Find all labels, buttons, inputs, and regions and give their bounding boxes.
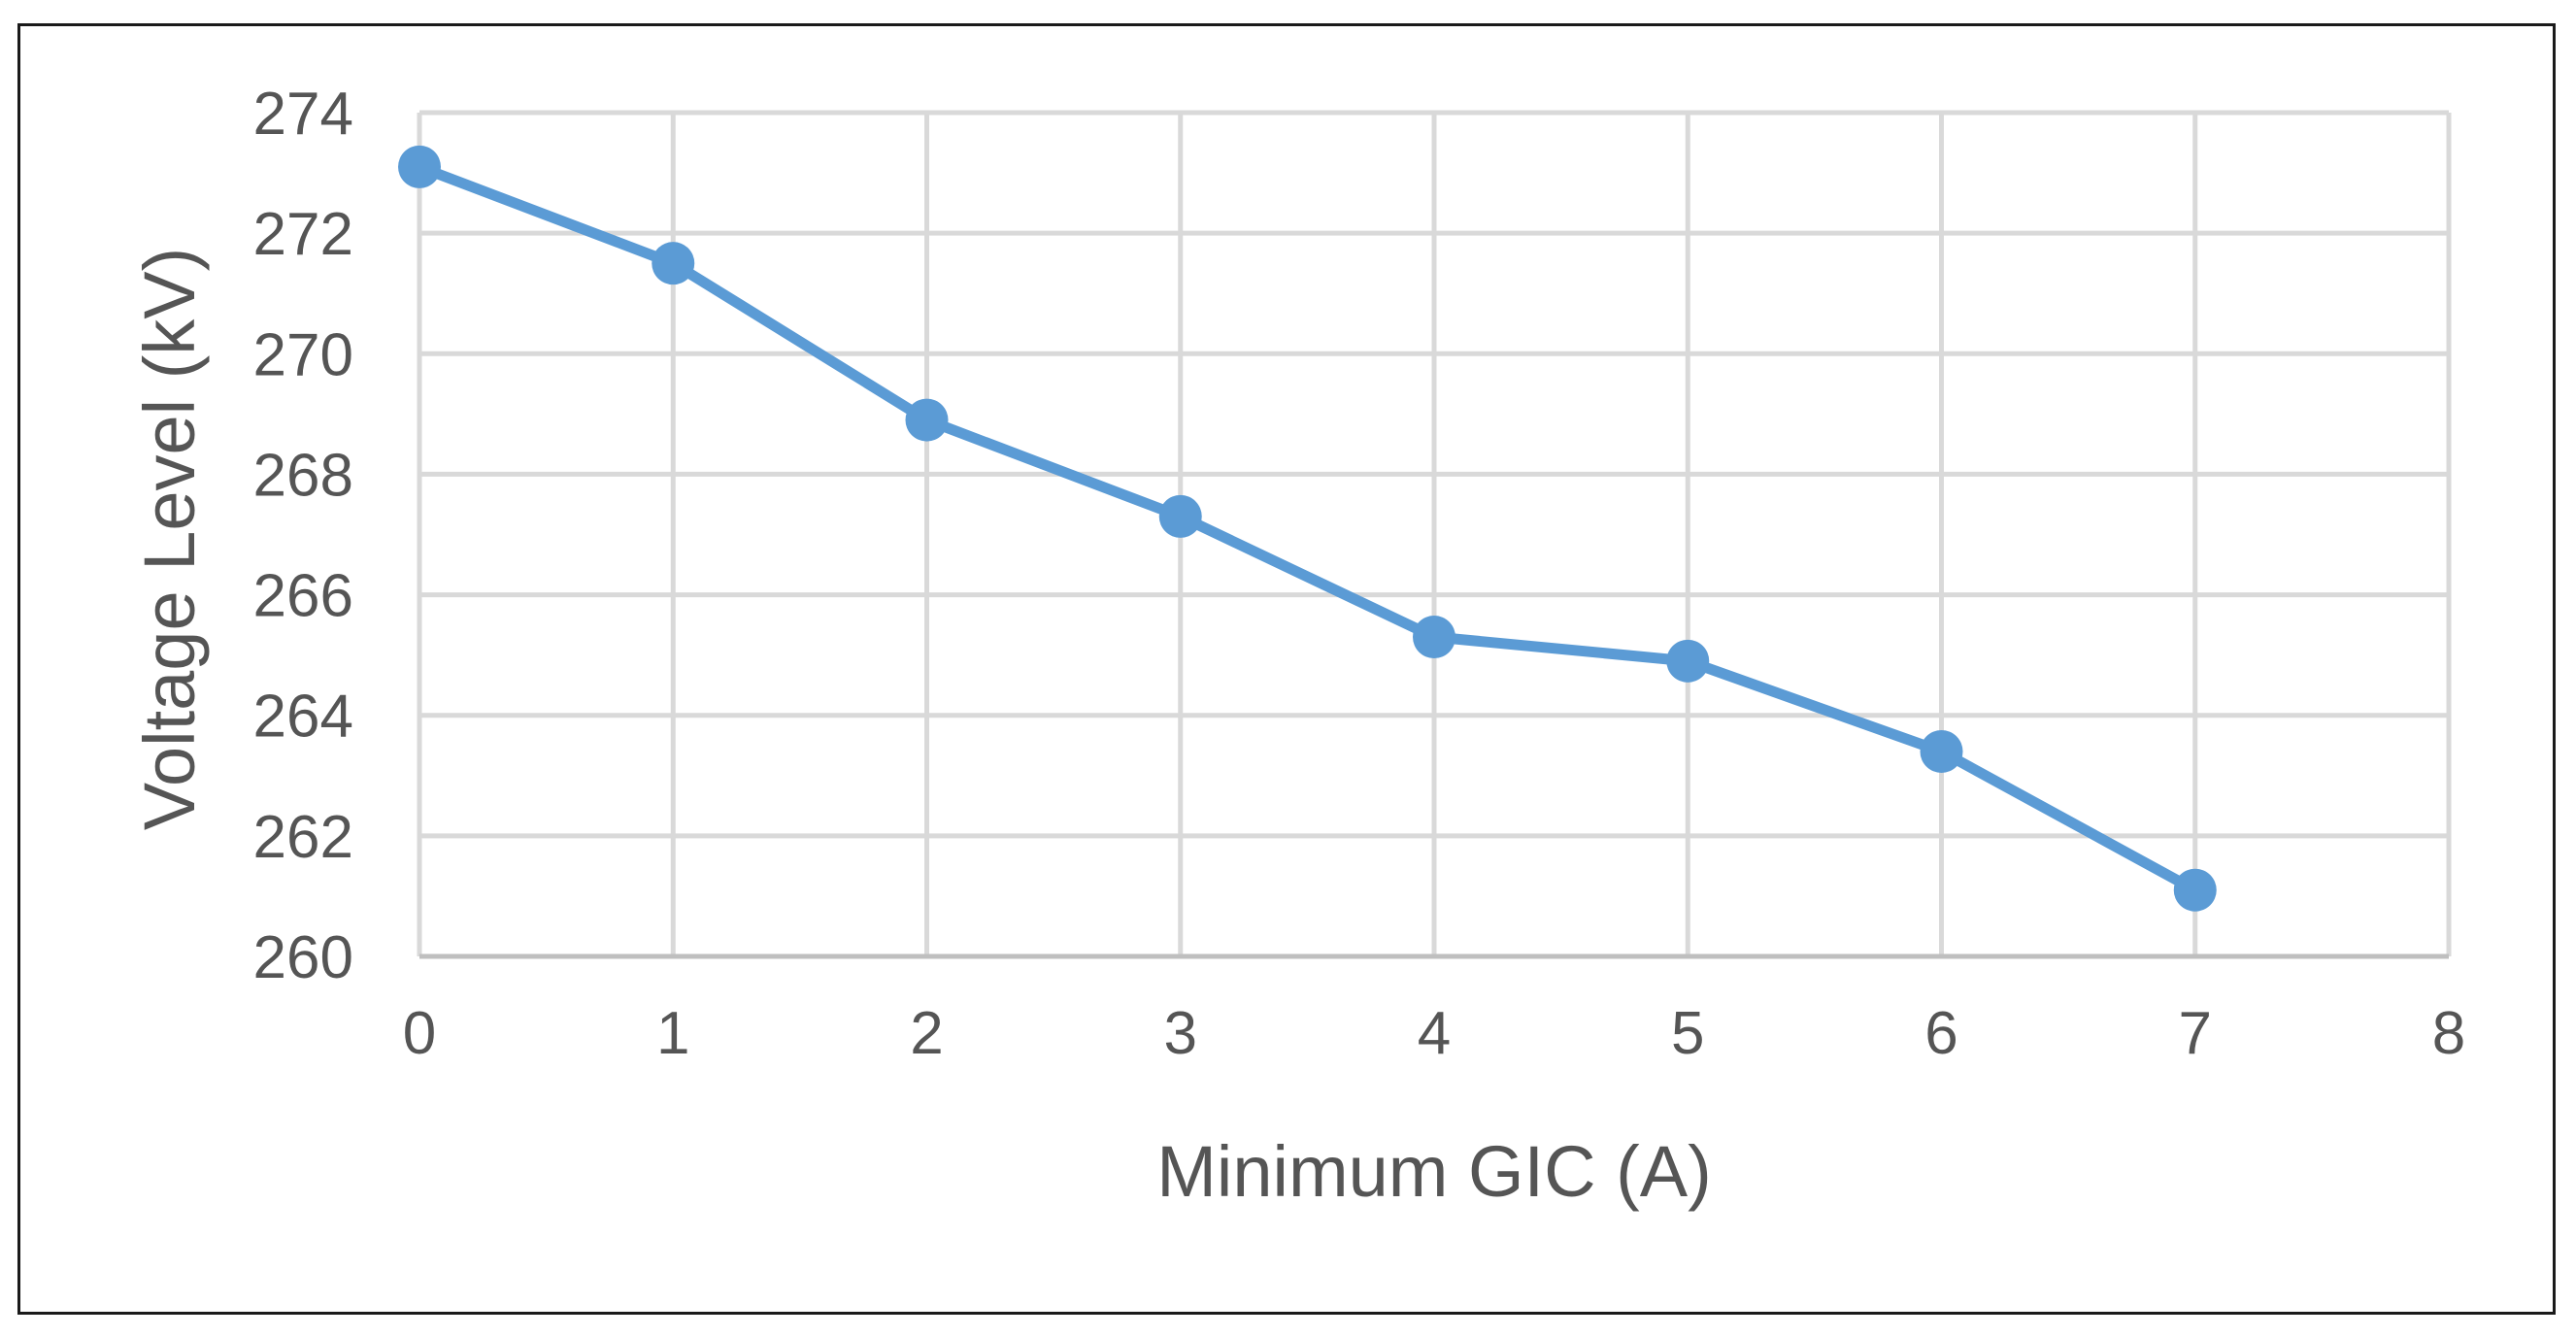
grid-layer [417, 110, 2452, 956]
data-point [905, 398, 949, 442]
x-tick-label: 8 [2432, 1000, 2465, 1067]
data-point [1413, 616, 1455, 659]
y-tick-label: 270 [253, 321, 353, 388]
x-tick-label: 2 [910, 1000, 943, 1067]
series-line [414, 161, 2201, 896]
x-axis-title: Minimum GIC (A) [1156, 1131, 1711, 1212]
y-tick-label: 268 [253, 442, 353, 509]
x-tick-label: 6 [1924, 1000, 1957, 1067]
series-layer [398, 145, 2217, 912]
y-tick-label: 260 [253, 924, 353, 991]
x-tick-label: 0 [403, 1000, 436, 1067]
y-tick-label: 266 [253, 563, 353, 630]
y-tick-label: 262 [253, 804, 353, 871]
data-point [398, 145, 441, 188]
tick-labels: 0 1 2 3 4 5 6 7 8 260 262 264 266 268 270 272 274 [253, 81, 2466, 1067]
data-point [652, 242, 695, 285]
chart-frame [17, 23, 2556, 1315]
x-tick-label: 3 [1164, 1000, 1197, 1067]
x-tick-label: 5 [1671, 1000, 1704, 1067]
y-tick-label: 274 [253, 81, 353, 148]
x-tick-label: 4 [1418, 1000, 1451, 1067]
x-tick-label: 7 [2179, 1000, 2212, 1067]
data-point [1666, 639, 1710, 683]
y-tick-label: 264 [253, 684, 353, 751]
data-point [2173, 868, 2217, 912]
data-point [1158, 494, 1202, 538]
data-point [1920, 729, 1963, 773]
y-axis-title: Voltage Level (kV) [129, 248, 210, 831]
y-tick-label: 272 [253, 201, 353, 268]
x-tick-label: 1 [656, 1000, 689, 1067]
